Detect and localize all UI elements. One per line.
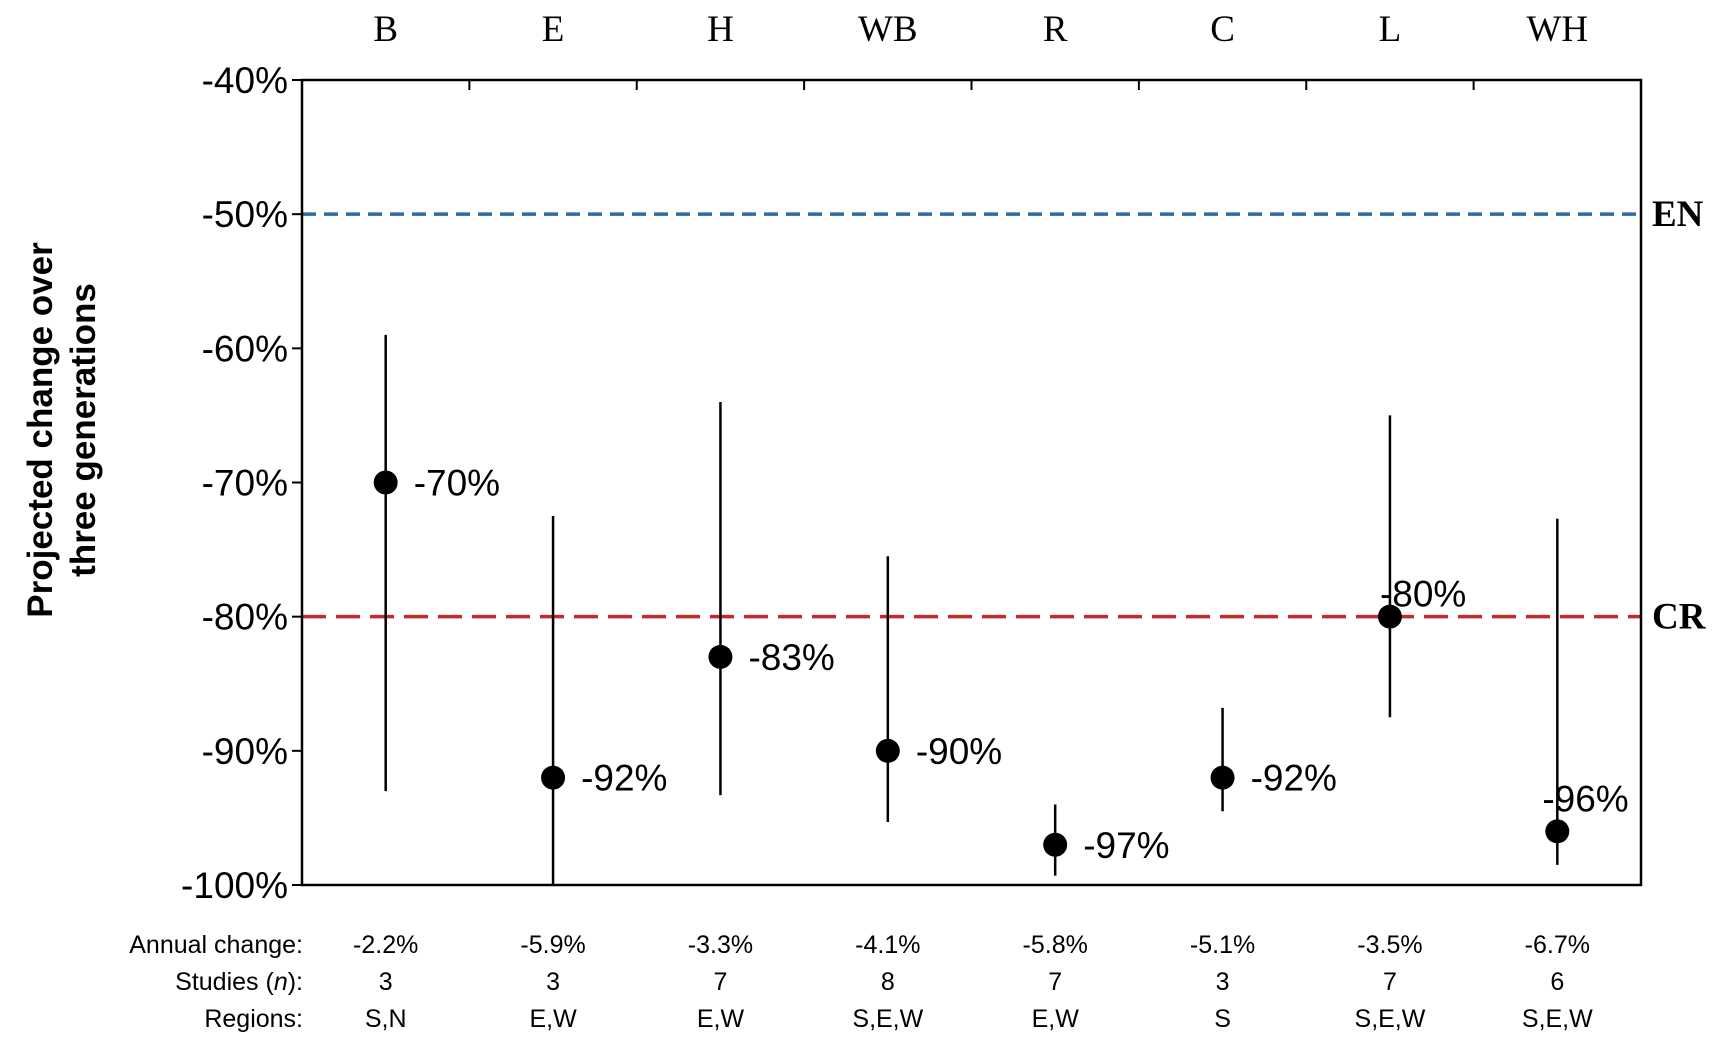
category-label-r: R <box>1043 9 1068 50</box>
table-cell-annual-change: -6.7% <box>1525 931 1590 959</box>
data-label-e: -92% <box>581 758 667 799</box>
y-tick-label: -60% <box>202 328 288 369</box>
category-label-wh: WH <box>1526 9 1588 50</box>
data-label-b: -70% <box>414 463 500 504</box>
table-cell-studies: 3 <box>546 968 560 996</box>
y-tick-label: -70% <box>202 463 288 504</box>
table-cell-regions: E,W <box>697 1005 745 1033</box>
marker-c <box>1210 765 1235 790</box>
table-cell-regions: S <box>1214 1005 1231 1033</box>
data-label-wh: -96% <box>1542 778 1628 819</box>
reference-lines: EN CR <box>302 194 1707 638</box>
table-cell-annual-change: -5.8% <box>1023 931 1088 959</box>
category-label-h: H <box>707 9 734 50</box>
row-label-regions: Regions: <box>204 1005 303 1033</box>
table-cell-regions: E,W <box>529 1005 577 1033</box>
table-cell-annual-change: -4.1% <box>855 931 920 959</box>
table-cell-annual-change: -3.5% <box>1357 931 1422 959</box>
table-cell-studies: 6 <box>1550 968 1564 996</box>
y-axis-label-line-1: Projected change over <box>21 242 60 618</box>
data-labels: -70% -92% -83% -90% -97% -92% -80% -96% <box>414 463 1629 866</box>
data-label-l: -80% <box>1380 574 1466 615</box>
table-cell-studies: 7 <box>1048 968 1062 996</box>
table-cell-annual-change: -5.1% <box>1190 931 1255 959</box>
marker-e <box>541 765 566 790</box>
markers <box>373 470 1570 857</box>
marker-r <box>1043 832 1068 857</box>
table-cell-regions: S,E,W <box>1522 1005 1593 1033</box>
y-axis-label: Projected change over three generations <box>21 242 103 618</box>
row-label-annual-change: Annual change: <box>129 931 303 959</box>
marker-b <box>373 470 398 495</box>
y-tick-label: -80% <box>202 597 288 638</box>
data-label-h: -83% <box>748 637 834 678</box>
table-cell-regions: S,N <box>365 1005 407 1033</box>
table-cell-regions: S,E,W <box>1355 1005 1426 1033</box>
table-cell-annual-change: -3.3% <box>688 931 753 959</box>
category-labels: B E H WB R C L WH <box>373 9 1588 50</box>
table-cell-regions: S,E,W <box>852 1005 923 1033</box>
table-cell-studies: 7 <box>713 968 727 996</box>
marker-l <box>1377 604 1402 629</box>
category-label-b: B <box>373 9 398 50</box>
row-label-studies-prefix: Studies ( <box>175 968 274 996</box>
data-label-r: -97% <box>1083 825 1169 866</box>
y-axis: -40% -50% -60% -70% -80% -90% -100% <box>181 60 302 906</box>
data-label-wb: -90% <box>916 731 1002 772</box>
y-tick-label: -50% <box>202 194 288 235</box>
category-label-e: E <box>542 9 565 50</box>
table-cell-studies: 7 <box>1383 968 1397 996</box>
data-label-c: -92% <box>1251 758 1337 799</box>
table-cell-studies: 3 <box>1216 968 1230 996</box>
row-label-studies-n: n <box>274 968 288 996</box>
reference-label-cr: CR <box>1652 597 1707 638</box>
row-label-studies: Studies (n): <box>175 968 303 996</box>
y-tick-label: -90% <box>202 731 288 772</box>
y-tick-label: -100% <box>181 865 288 906</box>
y-tick-label: -40% <box>202 60 288 101</box>
table-cell-annual-change: -5.9% <box>520 931 585 959</box>
marker-wb <box>875 738 900 763</box>
marker-wh <box>1545 819 1570 844</box>
category-label-c: C <box>1210 9 1235 50</box>
table-cell-regions: E,W <box>1032 1005 1080 1033</box>
row-label-studies-suffix: ): <box>288 968 303 996</box>
table-cell-studies: 8 <box>881 968 895 996</box>
category-label-l: L <box>1379 9 1402 50</box>
marker-h <box>708 644 733 669</box>
table-cell-studies: 3 <box>379 968 393 996</box>
error-bars <box>384 334 1559 885</box>
summary-table: Annual change: Studies (n): Regions: -2.… <box>129 931 1593 1033</box>
y-axis-label-line-2: three generations <box>64 283 103 577</box>
category-label-wb: WB <box>858 9 918 50</box>
reference-label-en: EN <box>1652 194 1704 235</box>
table-cell-annual-change: -2.2% <box>353 931 418 959</box>
